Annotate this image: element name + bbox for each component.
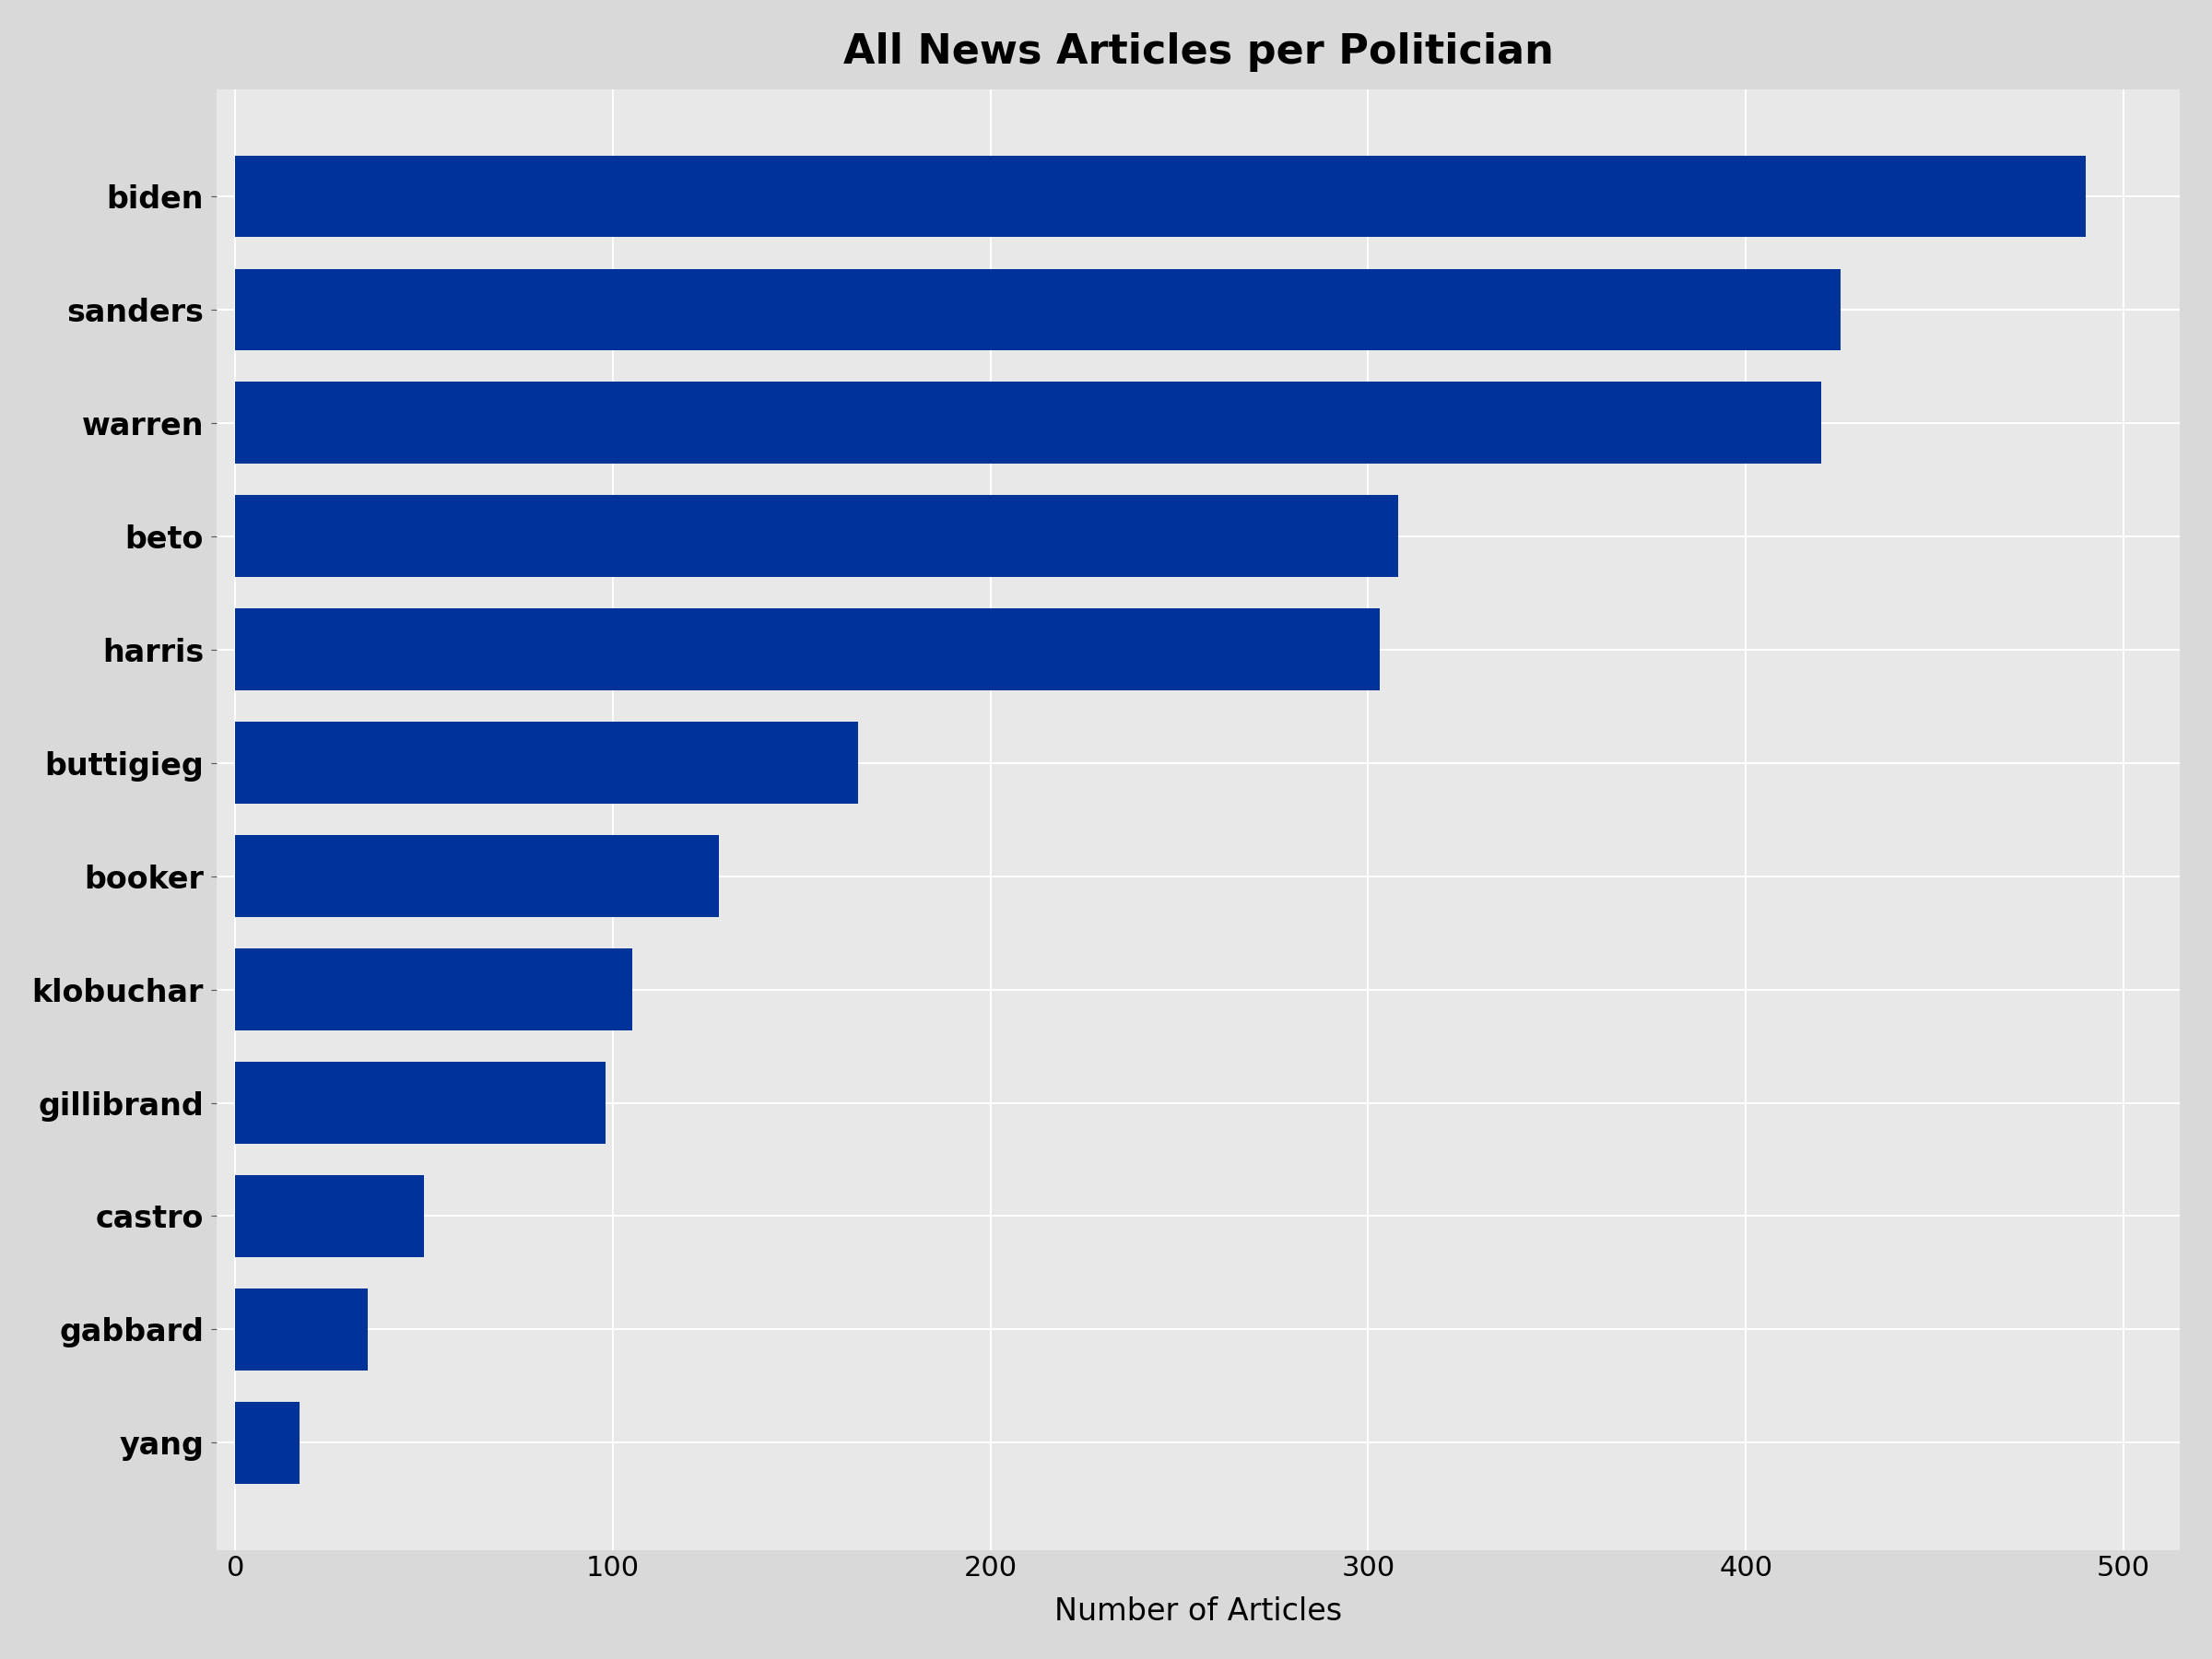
Bar: [234, 269, 1840, 350]
Bar: [234, 609, 1380, 690]
Title: All News Articles per Politician: All News Articles per Politician: [843, 32, 1553, 71]
Bar: [234, 496, 1398, 577]
Bar: [234, 722, 858, 803]
Bar: [234, 156, 2086, 237]
Bar: [234, 949, 633, 1030]
Bar: [234, 382, 1820, 463]
Bar: [234, 1175, 425, 1258]
Bar: [234, 1289, 367, 1370]
X-axis label: Number of Articles: Number of Articles: [1055, 1596, 1343, 1627]
Bar: [234, 1402, 299, 1483]
Bar: [234, 1062, 606, 1143]
Bar: [234, 836, 719, 917]
